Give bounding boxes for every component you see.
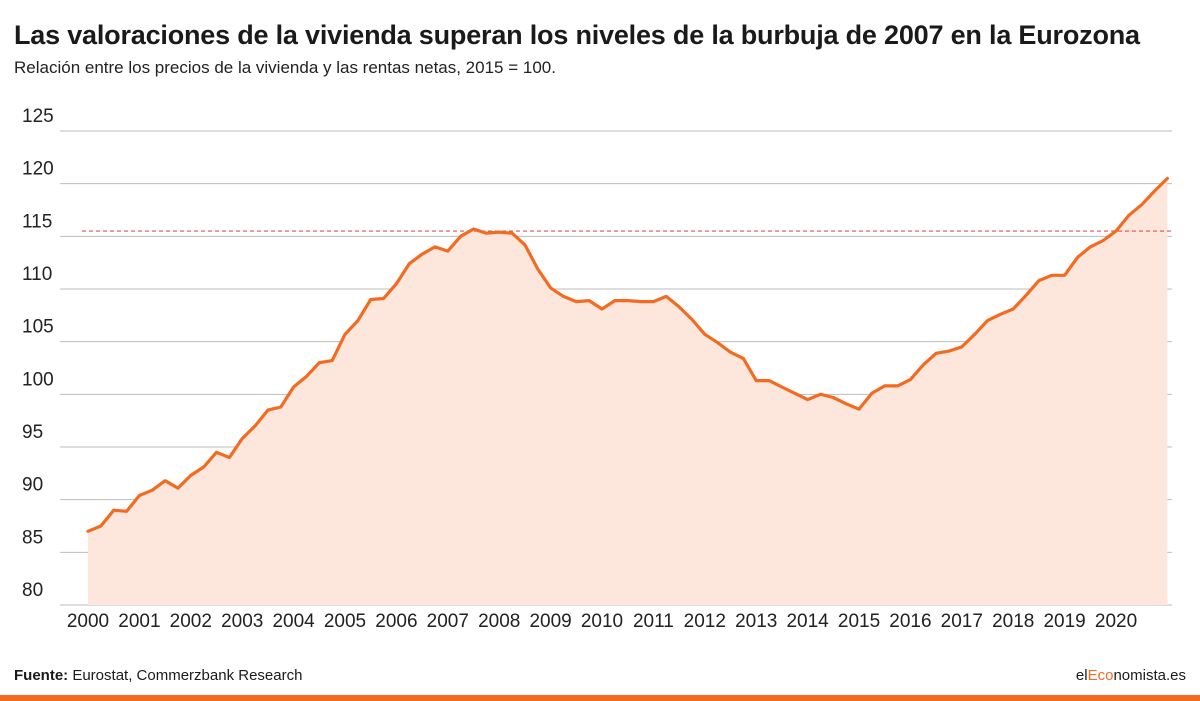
chart-title: Las valoraciones de la vivienda superan … [14, 20, 1140, 50]
area-fill-group [88, 178, 1168, 605]
y-tick-label-85: 85 [22, 527, 43, 548]
x-tick-label-2012: 2012 [684, 611, 726, 632]
x-tick-label-2010: 2010 [581, 611, 623, 632]
brand-suffix: nomista.es [1113, 667, 1186, 684]
x-tick-label-2003: 2003 [221, 611, 263, 632]
brand-prefix: el [1075, 667, 1088, 684]
brand-accent: Eco [1087, 667, 1114, 684]
y-tick-label-80: 80 [22, 580, 43, 601]
series-line [86, 176, 1169, 533]
y-tick-label-100: 100 [22, 369, 54, 390]
x-tick-label-2016: 2016 [889, 611, 931, 632]
series-line-group [86, 176, 1169, 533]
x-tick-label-2013: 2013 [735, 611, 777, 632]
y-tick-label-95: 95 [22, 422, 43, 443]
x-tick-label-2005: 2005 [324, 611, 366, 632]
x-tick-label-2008: 2008 [478, 611, 520, 632]
brand-logo: elEconomista.es [1076, 667, 1186, 684]
x-tick-label-2014: 2014 [786, 611, 829, 632]
x-tick-label-2001: 2001 [118, 611, 160, 632]
x-tick-label-2004: 2004 [272, 611, 315, 632]
x-tick-label-2019: 2019 [1043, 611, 1085, 632]
x-tick-label-2017: 2017 [941, 611, 983, 632]
x-tick-label-2006: 2006 [375, 611, 417, 632]
y-axis-labels: 80 85 90 95 100 105 110 115 120 125 [22, 106, 54, 601]
x-tick-label-2018: 2018 [992, 611, 1034, 632]
bottom-accent-bar [0, 695, 1200, 701]
x-tick-label-2015: 2015 [838, 611, 880, 632]
y-tick-label-90: 90 [22, 475, 43, 496]
x-tick-label-2000: 2000 [67, 611, 109, 632]
x-tick-label-2009: 2009 [529, 611, 571, 632]
chart-subtitle: Relación entre los precios de la viviend… [14, 58, 556, 77]
y-tick-label-125: 125 [22, 106, 54, 127]
x-tick-label-2002: 2002 [170, 611, 212, 632]
source-text: Eurostat, Commerzbank Research [68, 667, 303, 684]
x-tick-label-2020: 2020 [1095, 611, 1137, 632]
series-area [88, 178, 1168, 605]
x-tick-label-2007: 2007 [427, 611, 469, 632]
x-tick-label-2011: 2011 [633, 611, 674, 632]
y-tick-label-105: 105 [22, 317, 54, 338]
x-axis-labels: 2000 2001 2002 2003 2004 2005 2006 2007 2008 2009… [67, 611, 1137, 632]
y-tick-label-115: 115 [22, 211, 52, 232]
y-tick-label-120: 120 [22, 159, 54, 180]
y-tick-label-110: 110 [22, 264, 52, 285]
source-note: Fuente: Eurostat, Commerzbank Research [14, 667, 302, 684]
source-label: Fuente: [14, 667, 69, 684]
